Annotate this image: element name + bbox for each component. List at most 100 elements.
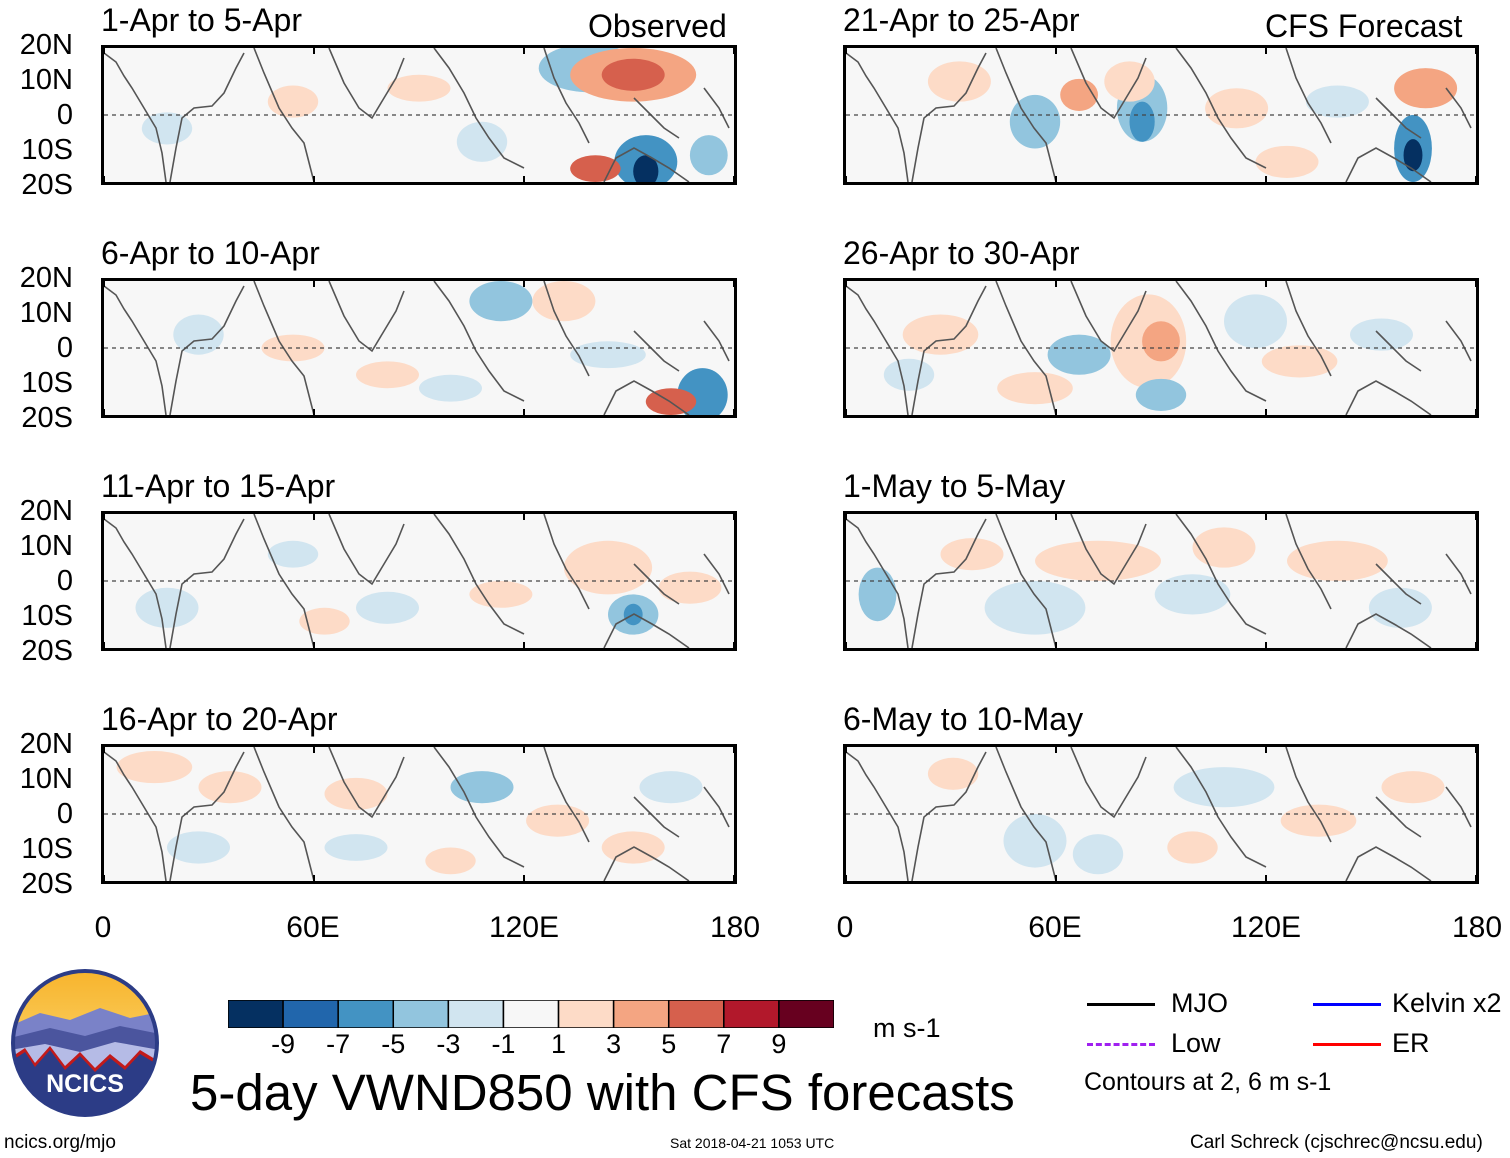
y-tick-20s: 20S xyxy=(21,635,73,667)
cfs-forecast-label: CFS Forecast xyxy=(1265,8,1463,44)
anomaly-blob xyxy=(902,314,979,355)
colorbar-swatch xyxy=(282,999,339,1029)
anomaly-blob xyxy=(1350,318,1413,351)
anomaly-field xyxy=(927,61,1458,182)
map-plot xyxy=(846,514,1476,648)
map-plot xyxy=(104,48,734,182)
anomaly-blob xyxy=(1368,587,1432,628)
anomaly-blob xyxy=(1104,61,1155,102)
colorbar-swatch xyxy=(778,999,835,1029)
anomaly-blob xyxy=(532,281,596,322)
anomaly-blob xyxy=(1167,831,1218,864)
legend-label-kelvin: Kelvin x2 xyxy=(1392,988,1502,1018)
panel-title-3: 11-Apr to 15-Apr xyxy=(101,468,336,504)
coastline xyxy=(104,48,730,182)
colorbar-swatch xyxy=(557,999,615,1029)
legend-label-low: Low xyxy=(1171,1028,1221,1058)
y-tick-20s: 20S xyxy=(21,402,73,434)
colorbar-tick-label: -9 xyxy=(271,1029,296,1059)
y-tick-0: 0 xyxy=(56,332,73,364)
colorbar xyxy=(227,999,835,1029)
colorbar-tick-label: 3 xyxy=(606,1029,622,1059)
anomaly-blob xyxy=(267,85,319,118)
colorbar-swatches xyxy=(227,999,835,1029)
anomaly-blob xyxy=(1142,321,1180,362)
y-tick-20n: 20N xyxy=(19,29,73,61)
ncics-logo: NCICS xyxy=(10,968,160,1118)
anomaly-blob xyxy=(883,358,935,391)
x-tick-180: 180 xyxy=(1451,911,1503,944)
observed-label: Observed xyxy=(588,8,727,44)
y-tick-10n: 10N xyxy=(19,297,73,329)
anomaly-blob xyxy=(173,314,224,355)
legend-swatch-low xyxy=(1087,1043,1155,1046)
anomaly-field xyxy=(116,751,703,875)
anomaly-blob xyxy=(135,587,199,628)
map-plot xyxy=(846,281,1476,415)
colorbar-swatch xyxy=(392,999,450,1029)
anomaly-blob xyxy=(116,751,193,784)
anomaly-blob xyxy=(1261,345,1338,378)
x-tick-0: 0 xyxy=(836,911,854,944)
x-tick-0: 0 xyxy=(94,911,112,944)
anomaly-blob xyxy=(324,777,388,810)
anomaly-blob xyxy=(469,581,533,608)
y-tick-10s: 10S xyxy=(21,367,73,399)
anomaly-blob xyxy=(356,591,419,624)
map-panel-6 xyxy=(843,278,1479,418)
anomaly-blob xyxy=(940,538,1004,571)
map-plot xyxy=(846,48,1476,182)
anomaly-blob xyxy=(1072,834,1124,875)
x-tick-60e: 60E xyxy=(286,911,340,944)
anomaly-blob xyxy=(927,757,979,790)
anomaly-blob xyxy=(1255,145,1319,178)
coastline xyxy=(846,48,1472,182)
anomaly-blob xyxy=(419,374,482,402)
anomaly-blob xyxy=(570,155,621,182)
chart-title: 5-day VWND850 with CFS forecasts xyxy=(190,1064,1015,1121)
x-tick-180: 180 xyxy=(709,911,761,944)
panel-title-2: 6-Apr to 10-Apr xyxy=(101,235,320,271)
colorbar-swatch xyxy=(502,999,560,1029)
colorbar-swatch xyxy=(337,999,395,1029)
coastline xyxy=(846,281,1472,415)
colorbar-swatch xyxy=(612,999,670,1029)
anomaly-blob xyxy=(450,771,514,804)
anomaly-blob xyxy=(858,567,897,622)
anomaly-blob xyxy=(1154,574,1231,615)
anomaly-blob xyxy=(689,135,728,176)
legend-label-er: ER xyxy=(1392,1028,1430,1058)
y-tick-10n: 10N xyxy=(19,763,73,795)
anomaly-blob xyxy=(425,847,476,875)
map-panel-2 xyxy=(101,278,737,418)
y-tick-20n: 20N xyxy=(19,728,73,760)
y-tick-0: 0 xyxy=(56,99,73,131)
anomaly-blob xyxy=(1305,85,1369,118)
anomaly-blob xyxy=(267,540,319,568)
anomaly-blob xyxy=(601,58,665,91)
anomaly-blob xyxy=(1205,88,1269,129)
coastline xyxy=(104,514,730,648)
y-tick-10s: 10S xyxy=(21,600,73,632)
footer-url[interactable]: ncics.org/mjo xyxy=(4,1132,116,1153)
anomaly-blob xyxy=(1047,334,1111,375)
anomaly-field xyxy=(135,540,722,635)
anomaly-blob xyxy=(1173,767,1275,808)
anomaly-blob xyxy=(633,155,659,182)
coastline xyxy=(846,514,1472,648)
x-tick-120e: 120E xyxy=(488,911,560,944)
map-panel-3 xyxy=(101,511,737,651)
anomaly-blob xyxy=(1035,540,1161,581)
logo-graphic: NCICS xyxy=(11,969,159,1117)
colorbar-tick-label: 9 xyxy=(771,1029,787,1059)
footer-credit: Carl Schreck (cjschrec@ncsu.edu) xyxy=(1190,1132,1483,1153)
anomaly-blob xyxy=(984,581,1086,635)
y-tick-20s: 20S xyxy=(21,169,73,201)
anomaly-blob xyxy=(997,372,1073,405)
map-panel-1 xyxy=(101,45,737,185)
y-tick-10s: 10S xyxy=(21,134,73,166)
anomaly-field xyxy=(927,757,1445,875)
colorbar-tick-label: -1 xyxy=(491,1029,516,1059)
colorbar-tick-label: -7 xyxy=(326,1029,351,1059)
legend-label-mjo: MJO xyxy=(1171,988,1228,1018)
